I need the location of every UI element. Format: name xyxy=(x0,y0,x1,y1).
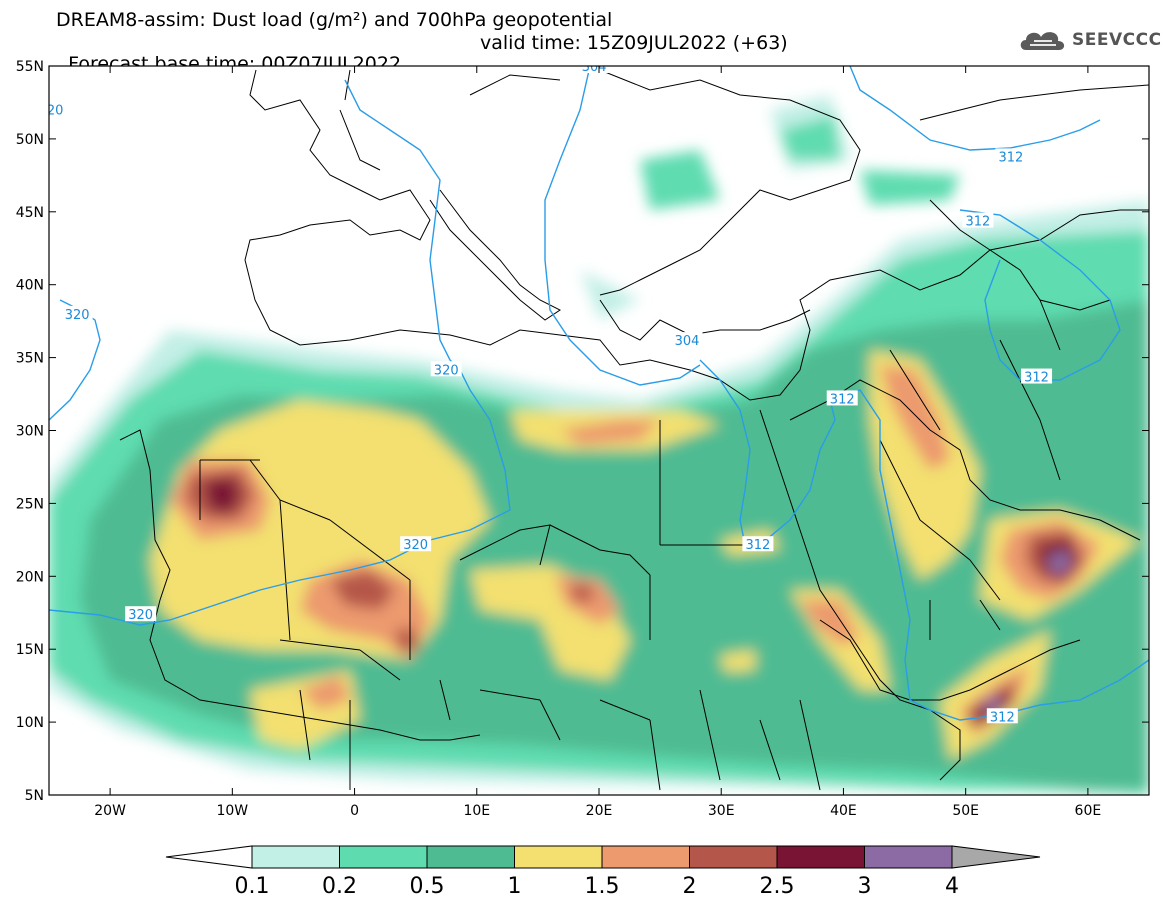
colorbar-segment xyxy=(601,845,690,869)
lat-label: 40N xyxy=(16,278,44,294)
colorbar-segment xyxy=(251,845,340,869)
lon-label: 20W xyxy=(94,803,126,819)
contour-label: 304 xyxy=(675,334,700,349)
colorbar-level-label: 2 xyxy=(683,874,697,899)
colorbar-under-triangle xyxy=(165,845,253,869)
colorbar-segment xyxy=(426,845,515,869)
longitude-labels: 20W 10W 0 10E 20E 30E 40E 50E 60E xyxy=(94,803,1101,819)
colorbar-level-label: 0.5 xyxy=(410,874,445,899)
lat-label: 30N xyxy=(16,424,44,440)
lat-label: 5N xyxy=(25,788,44,804)
lat-label: 20N xyxy=(16,569,44,585)
valid-time: valid time: 15Z09JUL2022 (+63) xyxy=(480,32,788,54)
contour-label-bg xyxy=(61,305,93,321)
contour-label: 312 xyxy=(745,538,770,553)
contour-label: 20 xyxy=(47,104,64,119)
colorbar-level-label: 1 xyxy=(508,874,522,899)
contour-label-bg xyxy=(962,212,994,228)
contour-label-bg xyxy=(671,332,703,348)
seevccc-logo: SEEVCCC xyxy=(1018,26,1162,54)
lon-label: 0 xyxy=(350,803,359,819)
colorbar-over-triangle xyxy=(951,845,1041,869)
lon-label: 10E xyxy=(463,803,490,819)
lon-label: 30E xyxy=(708,803,735,819)
contour-label: 304 xyxy=(582,60,607,75)
contour-label-bg xyxy=(430,361,462,377)
colorbar-segment xyxy=(864,845,953,869)
contour-label-bg xyxy=(578,66,610,73)
colorbar-segment xyxy=(339,845,428,869)
colorbar-labels: 0.1 0.2 0.5 1 1.5 2 2.5 3 4 xyxy=(235,874,960,899)
colorbar-level-label: 3 xyxy=(858,874,872,899)
contour-label: 312 xyxy=(990,710,1015,725)
contour-label-bg xyxy=(995,148,1027,164)
contour-label-bg xyxy=(742,536,774,552)
lat-label: 35N xyxy=(16,351,44,367)
latitude-labels: 55N 50N 45N 40N 35N 30N 25N 20N 15N 10N 5N xyxy=(16,59,44,804)
contour-label: 312 xyxy=(1024,371,1049,386)
contour-label-bg xyxy=(826,390,858,406)
contour-label: 320 xyxy=(65,308,90,323)
contour-label-bg xyxy=(49,101,67,117)
coastlines xyxy=(119,69,1149,791)
logo-text: SEEVCCC xyxy=(1072,30,1162,50)
colorbar-level-label: 0.1 xyxy=(235,874,270,899)
lon-label: 20E xyxy=(586,803,613,819)
colorbar-segment xyxy=(514,845,603,869)
colorbar-segment xyxy=(689,845,778,869)
geopotential-contours xyxy=(49,66,1149,721)
lon-label: 50E xyxy=(952,803,979,819)
lat-label: 25N xyxy=(16,496,44,512)
lat-label: 50N xyxy=(16,132,44,148)
lat-label: 45N xyxy=(16,205,44,221)
lat-label: 15N xyxy=(16,642,44,658)
colorbar xyxy=(165,845,1041,869)
colorbar-segment xyxy=(776,845,865,869)
axis-ticks xyxy=(49,65,1149,796)
lon-label: 60E xyxy=(1075,803,1102,819)
colorbar-level-label: 4 xyxy=(945,874,959,899)
contour-labels: 20 320 320 320 320 312 312 312 312 312 312 304 304 xyxy=(47,60,1053,725)
lat-label: 10N xyxy=(16,715,44,731)
contour-label: 312 xyxy=(998,150,1023,165)
contour-label-bg xyxy=(125,606,157,622)
contour-label-bg xyxy=(400,536,432,552)
contour-label: 320 xyxy=(128,608,153,623)
chart-title: DREAM8-assim: Dust load (g/m²) and 700hP… xyxy=(56,9,613,31)
dust-load-field: 20 320 320 320 320 312 312 312 312 312 312 304 304 xyxy=(47,60,1149,795)
colorbar-level-label: 1.5 xyxy=(585,874,620,899)
lon-label: 40E xyxy=(830,803,857,819)
colorbar-level-label: 0.2 xyxy=(322,874,357,899)
contour-label: 320 xyxy=(403,538,428,553)
contour-label: 312 xyxy=(830,392,855,407)
lon-label: 10W xyxy=(216,803,248,819)
colorbar-level-label: 2.5 xyxy=(760,874,795,899)
contour-label: 312 xyxy=(965,215,990,230)
lat-label: 55N xyxy=(16,59,44,75)
contour-label-bg xyxy=(986,708,1018,724)
cloud-icon xyxy=(1020,32,1065,50)
contour-label-bg xyxy=(1021,368,1053,384)
contour-label: 320 xyxy=(434,363,459,378)
